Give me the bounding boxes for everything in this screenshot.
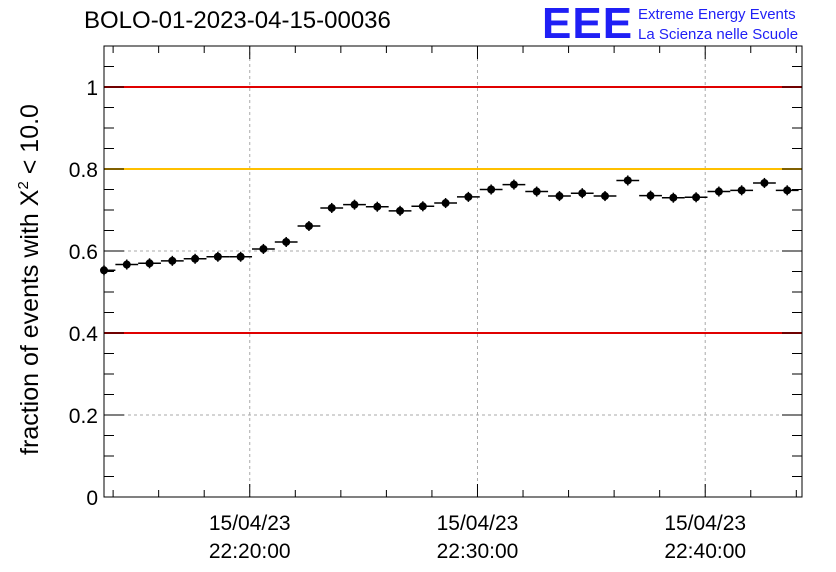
x-tick-label-date: 15/04/23 xyxy=(437,512,519,535)
y-axis-label: fraction of events with X2 < 10.0 xyxy=(15,104,44,455)
tick-labels: 0 0.2 0.4 0.6 0.8 1 15/04/23 22:20:00 15/04/23 22… xyxy=(69,77,746,563)
data-points xyxy=(100,175,799,276)
x-tick-label-time: 22:20:00 xyxy=(209,540,291,563)
x-tick-label-date: 15/04/23 xyxy=(209,512,291,535)
data-point xyxy=(259,244,268,253)
data-point xyxy=(783,186,792,195)
data-point xyxy=(327,203,336,212)
y-tick-label: 0.4 xyxy=(69,323,99,346)
data-point xyxy=(418,202,427,211)
data-point xyxy=(601,192,610,201)
data-point xyxy=(623,176,632,185)
data-point xyxy=(737,186,746,195)
data-point xyxy=(487,185,496,194)
x-tick-label-time: 22:40:00 xyxy=(664,540,746,563)
data-point xyxy=(168,256,177,265)
data-point xyxy=(509,180,518,189)
data-point xyxy=(373,202,382,211)
y-tick-label: 0.2 xyxy=(69,405,98,428)
data-point xyxy=(441,199,450,208)
data-point xyxy=(236,252,245,261)
grid-lines xyxy=(104,46,802,497)
data-point xyxy=(692,193,701,202)
x-tick-label-time: 22:30:00 xyxy=(437,540,519,563)
logo-letters: EEE xyxy=(542,0,634,48)
y-tick-label: 0.8 xyxy=(69,159,98,182)
axis-ticks xyxy=(104,45,802,498)
data-point xyxy=(714,187,723,196)
y-axis-label-sup: 2 xyxy=(15,181,32,189)
y-axis-label-prefix: fraction of events with xyxy=(16,206,44,455)
y-tick-label: 0.6 xyxy=(69,241,98,264)
logo-tagline-2: La Scienza nelle Scuole xyxy=(638,26,799,43)
data-point xyxy=(145,259,154,268)
y-axis-label-chi: X xyxy=(16,189,44,206)
data-point xyxy=(191,254,200,263)
x-tick-label-date: 15/04/23 xyxy=(664,512,746,535)
data-point xyxy=(646,191,655,200)
data-point xyxy=(760,178,769,187)
data-point xyxy=(464,192,473,201)
data-point xyxy=(213,252,222,261)
logo-tagline-1: Extreme Energy Events xyxy=(638,6,796,23)
data-point xyxy=(532,187,541,196)
reference-lines xyxy=(104,86,802,334)
data-point xyxy=(350,200,359,209)
data-point xyxy=(669,193,678,202)
page-title: BOLO-01-2023-04-15-00036 xyxy=(84,7,391,34)
data-point xyxy=(555,192,564,201)
data-point xyxy=(282,237,291,246)
y-tick-label: 0 xyxy=(86,487,98,510)
data-point xyxy=(396,206,405,215)
plot-frame xyxy=(103,45,803,498)
data-point xyxy=(122,260,131,269)
data-point xyxy=(304,221,313,230)
data-point xyxy=(578,189,587,198)
y-axis-label-suffix: < 10.0 xyxy=(16,104,44,181)
y-tick-label: 1 xyxy=(86,77,98,100)
